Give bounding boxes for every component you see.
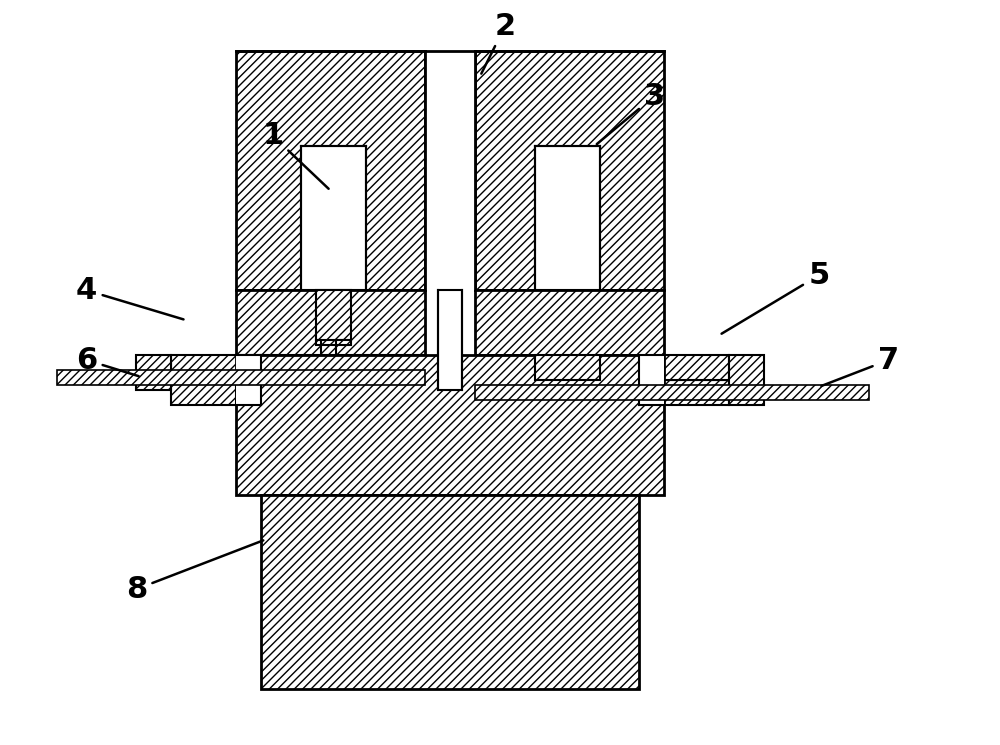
Bar: [535, 146, 600, 291]
Bar: [316, 291, 351, 340]
Bar: [475, 385, 869, 400]
Bar: [664, 355, 729, 380]
Bar: [475, 291, 664, 355]
Bar: [261, 495, 639, 689]
Text: 6: 6: [76, 346, 139, 376]
Bar: [171, 380, 236, 405]
Bar: [236, 51, 425, 291]
Bar: [425, 51, 475, 291]
Polygon shape: [316, 340, 351, 355]
Text: 8: 8: [126, 540, 263, 603]
Text: 4: 4: [76, 276, 184, 320]
Bar: [236, 355, 664, 495]
Bar: [236, 355, 261, 405]
Bar: [57, 370, 425, 385]
Bar: [475, 51, 664, 291]
Bar: [535, 355, 600, 380]
Bar: [136, 355, 171, 390]
Text: 3: 3: [597, 81, 665, 144]
Bar: [639, 355, 664, 405]
Bar: [171, 355, 425, 380]
Text: 2: 2: [481, 12, 516, 74]
Bar: [729, 355, 764, 405]
Bar: [236, 291, 425, 355]
Text: 5: 5: [722, 261, 829, 334]
Text: 7: 7: [821, 346, 899, 386]
Bar: [301, 146, 366, 291]
Text: 1: 1: [262, 121, 329, 188]
Bar: [438, 291, 462, 390]
Bar: [475, 380, 729, 405]
